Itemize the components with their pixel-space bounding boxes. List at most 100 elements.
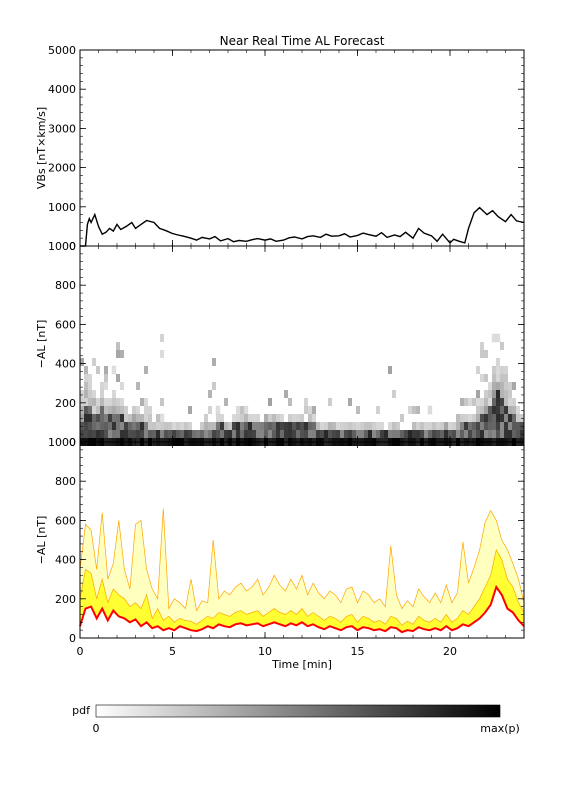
heatmap-cell [336,430,340,438]
heatmap-cell [484,406,488,414]
y-tick-label: 2000 [48,162,76,175]
heatmap-cell [504,430,508,438]
heatmap-cell [144,414,148,422]
heatmap-cell [220,430,224,438]
heatmap-cell [140,430,144,438]
heatmap-cell [336,422,340,430]
heatmap-cell [504,366,508,374]
heatmap-cell [488,422,492,430]
heatmap-cell [428,422,432,430]
heatmap-cell [156,422,160,430]
y-tick-label: 600 [55,514,76,527]
heatmap-cell [120,430,124,438]
heatmap-cell [172,430,176,438]
heatmap-cell [352,430,356,438]
y-tick-label: 4000 [48,83,76,96]
heatmap-cell [300,430,304,438]
heatmap-cell [512,398,516,406]
heatmap-cell [232,414,236,422]
heatmap-cell [484,350,488,358]
heatmap-cell [364,430,368,438]
heatmap-cell [236,430,240,438]
y-tick-label: 0 [69,436,76,449]
heatmap-cell [332,422,336,430]
heatmap-cell [312,414,316,422]
heatmap-cell [104,414,108,422]
heatmap-cell [92,358,96,366]
heatmap-cell [256,414,260,422]
heatmap-cell [412,406,416,414]
heatmap-cell [448,422,452,430]
heatmap-cell [376,430,380,438]
heatmap-cell [116,374,120,382]
heatmap-cell [280,422,284,430]
heatmap-cell [468,414,472,422]
heatmap-cell [212,382,216,390]
heatmap-cell [488,382,492,390]
heatmap-cell [424,422,428,430]
heatmap-cell [500,414,504,422]
heatmap-cell [340,422,344,430]
heatmap-cell [408,430,412,438]
heatmap-cell [116,350,120,358]
heatmap-cell [400,414,404,422]
heatmap-cell [152,422,156,430]
heatmap-cell [420,430,424,438]
heatmap-cell [88,406,92,414]
heatmap-cell [96,366,100,374]
heatmap-cell [308,422,312,430]
heatmap-cell [356,422,360,430]
heatmap-cell [356,430,360,438]
heatmap-cell [360,430,364,438]
heatmap-cell [476,430,480,438]
heatmap-cell [196,430,200,438]
heatmap-cell [288,398,292,406]
heatmap-cell [240,430,244,438]
y-tick-label: 1000 [48,240,76,253]
heatmap-cell [488,398,492,406]
heatmap-cell [111,365,117,375]
quantile-panel: 0 200 400 600 800 1000 −AL [nT] [35,436,525,645]
heatmap-cell [520,414,524,422]
heatmap-cell [484,430,488,438]
heatmap-cell [252,430,256,438]
heatmap-cell [516,406,520,414]
heatmap-cell [136,406,140,414]
heatmap-cell [412,430,416,438]
heatmap-cell [312,406,316,414]
heatmap-cell [92,414,96,422]
heatmap-cell [84,422,88,430]
heatmap-cell [80,414,84,422]
heatmap-cell [495,333,501,343]
x-tick-label: 15 [351,645,365,658]
heatmap-cell [243,405,249,415]
heatmap-cell [84,430,88,438]
heatmap-cell [264,422,268,430]
heatmap-cell [200,430,204,438]
heatmap-cell [120,350,124,358]
heatmap-cell [236,422,240,430]
heatmap-cell [464,430,468,438]
heatmap-cell [472,422,476,430]
colorbar-min-label: 0 [93,722,100,735]
heatmap-cell [496,358,500,366]
heatmap-cell [388,366,392,374]
heatmap-cell [492,382,496,390]
heatmap-cell [512,414,516,422]
heatmap-cell [504,406,508,414]
heatmap-cell [144,398,148,406]
heatmap-cell [124,406,128,414]
heatmap-cell [84,374,88,382]
heatmap-cell [448,430,452,438]
heatmap-cell [460,422,464,430]
heatmap-cell [132,406,136,414]
heatmap-cell [496,382,500,390]
heatmap-cell [208,390,212,398]
heatmap-cell [136,430,140,438]
heatmap-cell [496,374,500,382]
heatmap-cell [280,414,284,422]
heatmap-cell [200,422,204,430]
heatmap-cell [480,342,484,350]
heatmap-cell [268,414,272,422]
